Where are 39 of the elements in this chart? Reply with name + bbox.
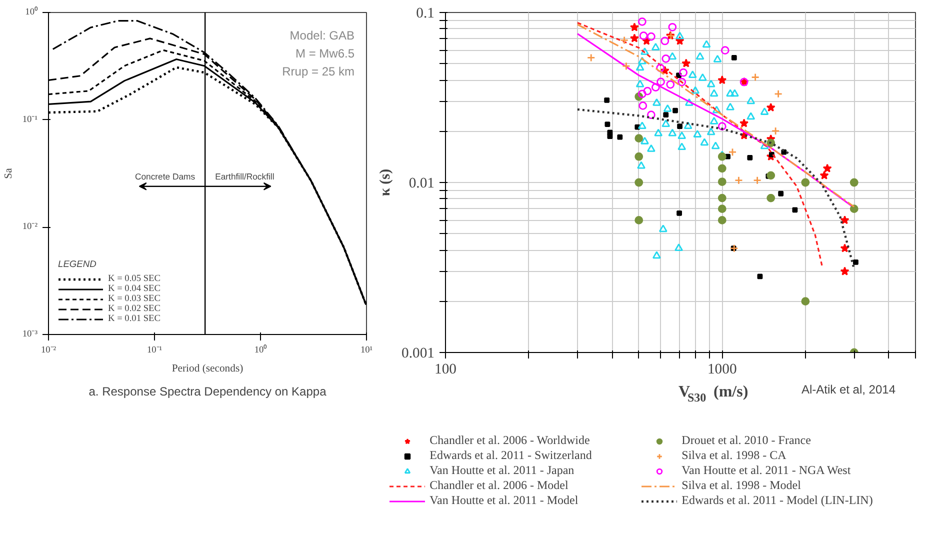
x-tick-label: 10⁻¹ <box>146 346 162 356</box>
text: a. Response Spectra Dependency on Kappa <box>88 384 327 398</box>
legend-label: Edwards et al. 2011 - Model (LIN-LIN) <box>682 493 873 508</box>
legend-label: Van Houtte et al. 2011 - Model <box>430 493 578 508</box>
y-axis-title: κ (s) <box>378 168 394 196</box>
legend-label: Van Houtte et al. 2011 - Japan <box>430 463 574 478</box>
legend-label: Silva et al. 1998 - CA <box>682 448 786 463</box>
x-tick-label: 100 <box>434 362 456 378</box>
annotation: M = Mw6.5 <box>295 46 355 60</box>
legend-label: Drouet et al. 2010 - France <box>682 433 811 448</box>
legend-label: K = 0.03 SEC <box>108 294 160 304</box>
x-tick-label: 1000 <box>707 362 737 378</box>
x-tick-label: 10⁻² <box>40 346 56 356</box>
x-tick-label: 10⁰ <box>254 344 268 356</box>
text: Al-Atik et al, 2014 <box>801 382 896 396</box>
annotation: Rrup = 25 km <box>282 64 355 78</box>
legend-label: Chandler et al. 2006 - Worldwide <box>430 433 590 448</box>
y-tick-label: 10⁰ <box>25 6 38 18</box>
y-tick-label: 0.1 <box>416 6 435 22</box>
legend-label: K = 0.05 SEC <box>108 274 160 284</box>
legend-label: K = 0.01 SEC <box>108 314 160 324</box>
y-tick-label: 0.01 <box>408 176 435 192</box>
x-axis-title: Period (seconds) <box>172 364 244 374</box>
y-tick-label: 10⁻¹ <box>22 114 38 125</box>
annotation: Concrete Dams <box>134 171 196 182</box>
legend-label: K = 0.04 SEC <box>108 284 160 294</box>
legend-label: Van Houtte et al. 2011 - NGA West <box>682 463 851 478</box>
legend-title: LEGEND <box>58 259 98 269</box>
x-tick-label: 10¹ <box>360 346 373 356</box>
y-axis-title: Sa <box>3 168 14 179</box>
annotation: Earthfill/Rockfill <box>215 171 274 182</box>
annotation: Model: GAB <box>290 28 355 42</box>
y-tick-label: 10⁻³ <box>22 330 38 340</box>
y-tick-label: 0.001 <box>402 346 435 362</box>
y-tick-label: 10⁻² <box>22 222 38 232</box>
legend-label: Chandler et al. 2006 - Model <box>430 478 568 493</box>
legend-label: K = 0.02 SEC <box>108 304 160 314</box>
legend-label: Silva et al. 1998 - Model <box>682 478 801 493</box>
legend-label: Edwards et al. 2011 - Switzerland <box>430 448 592 463</box>
